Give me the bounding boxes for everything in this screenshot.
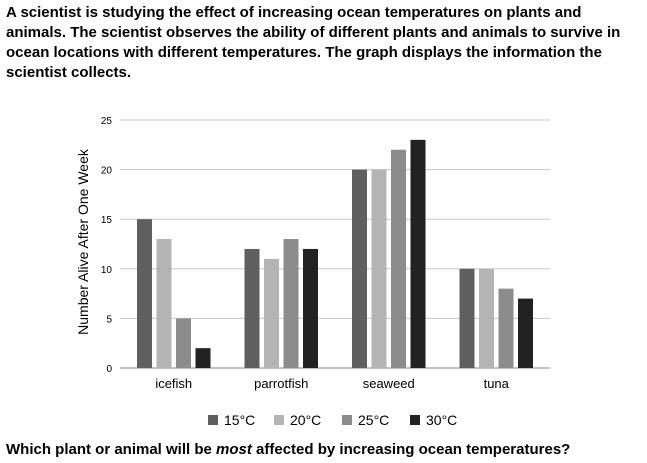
legend-swatch — [208, 415, 218, 425]
category-label: parrotfish — [254, 376, 308, 391]
legend-label: 20°C — [290, 412, 321, 428]
legend-label: 25°C — [358, 412, 389, 428]
question-intro: A scientist is studying the effect of in… — [6, 4, 621, 81]
bar-icefish-25°C — [176, 318, 191, 368]
category-labels: icefish parrotfish seaweed tuna — [155, 376, 509, 391]
y-tick-label: 25 — [101, 116, 113, 127]
legend-swatch — [342, 415, 352, 425]
bar-icefish-20°C — [156, 239, 172, 368]
legend-swatch — [410, 415, 420, 425]
bar-icefish-30°C — [195, 348, 211, 368]
y-tick-label: 0 — [106, 364, 112, 375]
category-label: seaweed — [363, 376, 415, 391]
y-tick-labels: 0 5 10 15 20 25 — [101, 116, 113, 375]
y-tick-label: 5 — [106, 314, 112, 325]
legend-swatch — [274, 415, 284, 425]
legend-label: 15°C — [224, 412, 255, 428]
question-prompt: Which plant or animal will be most affec… — [6, 440, 642, 460]
bars — [137, 139, 533, 368]
prompt-before: Which plant or animal will be — [6, 441, 217, 458]
bar-parrotfish-25°C — [283, 239, 299, 368]
bar-parrotfish-20°C — [264, 258, 279, 368]
y-tick-label: 10 — [101, 265, 113, 276]
bar-tuna-25°C — [498, 288, 514, 368]
prompt-after: affected by increasing ocean temperature… — [251, 441, 571, 458]
bar-tuna-15°C — [459, 268, 475, 368]
bar-tuna-20°C — [479, 268, 494, 368]
gridlines — [120, 119, 550, 369]
legend-label: 30°C — [426, 412, 457, 428]
y-axis-label: Number Alive After One Week — [75, 148, 91, 335]
bar-tuna-30°C — [518, 298, 533, 368]
bar-icefish-15°C — [137, 219, 152, 368]
legend: 15°C 20°C 25°C 30°C — [208, 412, 457, 428]
bar-parrotfish-30°C — [303, 248, 318, 368]
category-label: icefish — [155, 376, 192, 391]
category-label: tuna — [484, 376, 510, 391]
bar-seaweed-25°C — [391, 149, 406, 368]
y-tick-label: 15 — [101, 215, 113, 226]
y-tick-label: 20 — [101, 166, 113, 177]
bar-parrotfish-15°C — [244, 248, 260, 368]
bar-seaweed-30°C — [410, 139, 426, 368]
bar-seaweed-15°C — [352, 169, 367, 368]
prompt-emphasis: most — [216, 441, 252, 458]
bar-seaweed-20°C — [371, 169, 387, 368]
